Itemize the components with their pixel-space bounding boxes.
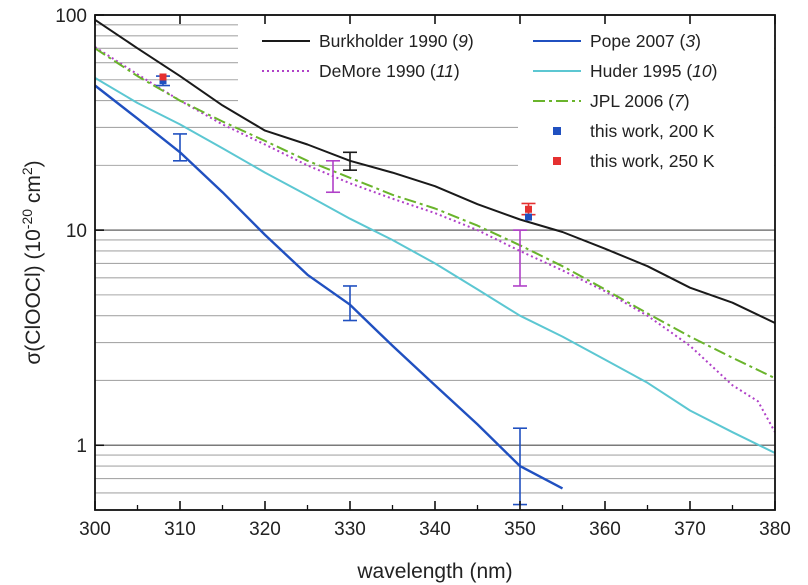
series-line-burkholder [94, 18, 776, 324]
x-tick-label: 360 [589, 519, 621, 540]
series-lines [94, 18, 776, 490]
x-tick-label: 330 [334, 519, 366, 540]
axis-ticks: 300 310 320 330 340 350 360 370 380 1 10 100 [55, 6, 791, 540]
y-axis-label-exp1: -20 [19, 209, 35, 229]
x-tick-label: 300 [79, 519, 111, 540]
legend-label-demore: DeMore 1990 (11) [319, 61, 460, 81]
data-points [159, 73, 532, 221]
legend-mask-left [238, 16, 518, 106]
y-tick-label: 10 [66, 221, 87, 242]
legend-label-this200: this work, 200 K [590, 121, 715, 141]
y-axis-label-exp2: 2 [19, 167, 35, 175]
legend-label-pope: Pope 2007 (3) [590, 31, 701, 51]
x-tick-label: 320 [249, 519, 281, 540]
legend-label-huder: Huder 1995 (10) [590, 61, 717, 81]
legend: Burkholder 1990 (9) DeMore 1990 (11) Pope … [262, 31, 717, 171]
legend-label-this250: this work, 250 K [590, 151, 715, 171]
y-tick-label: 1 [76, 436, 87, 457]
y-axis-label-prefix: σ(ClOOCl) (10 [22, 229, 45, 364]
series-line-pope [94, 84, 564, 490]
y-axis-label-mid: cm [22, 175, 45, 209]
series-line-jpl [94, 47, 776, 380]
y-axis-label: σ(ClOOCl) (10-20 cm2) [19, 160, 45, 364]
x-axis-label: wavelength (nm) [356, 560, 512, 583]
error-bar-demore [326, 160, 340, 194]
error-bar-burkholder [343, 151, 357, 171]
series-line-huder [94, 77, 776, 454]
x-tick-label: 340 [419, 519, 451, 540]
x-tick-label: 380 [759, 519, 791, 540]
x-tick-label: 350 [504, 519, 536, 540]
legend-swatch-this250 [553, 157, 561, 165]
error-bar-demore [513, 229, 527, 287]
legend-swatch-this200 [553, 127, 561, 135]
y-axis-label-suffix: ) [22, 160, 45, 167]
point-this200 [159, 77, 167, 85]
error-bar-pope [343, 285, 357, 322]
legend-label-burkholder: Burkholder 1990 (9) [319, 31, 474, 51]
x-tick-label: 310 [164, 519, 196, 540]
y-tick-label: 100 [55, 6, 87, 27]
x-tick-label: 370 [674, 519, 706, 540]
point-this200 [525, 213, 532, 221]
error-bar-pope [173, 133, 187, 162]
point-this250 [525, 205, 532, 213]
series-line-demore [94, 46, 776, 433]
legend-label-jpl: JPL 2006 (7) [590, 91, 690, 111]
point-this250 [159, 73, 167, 81]
